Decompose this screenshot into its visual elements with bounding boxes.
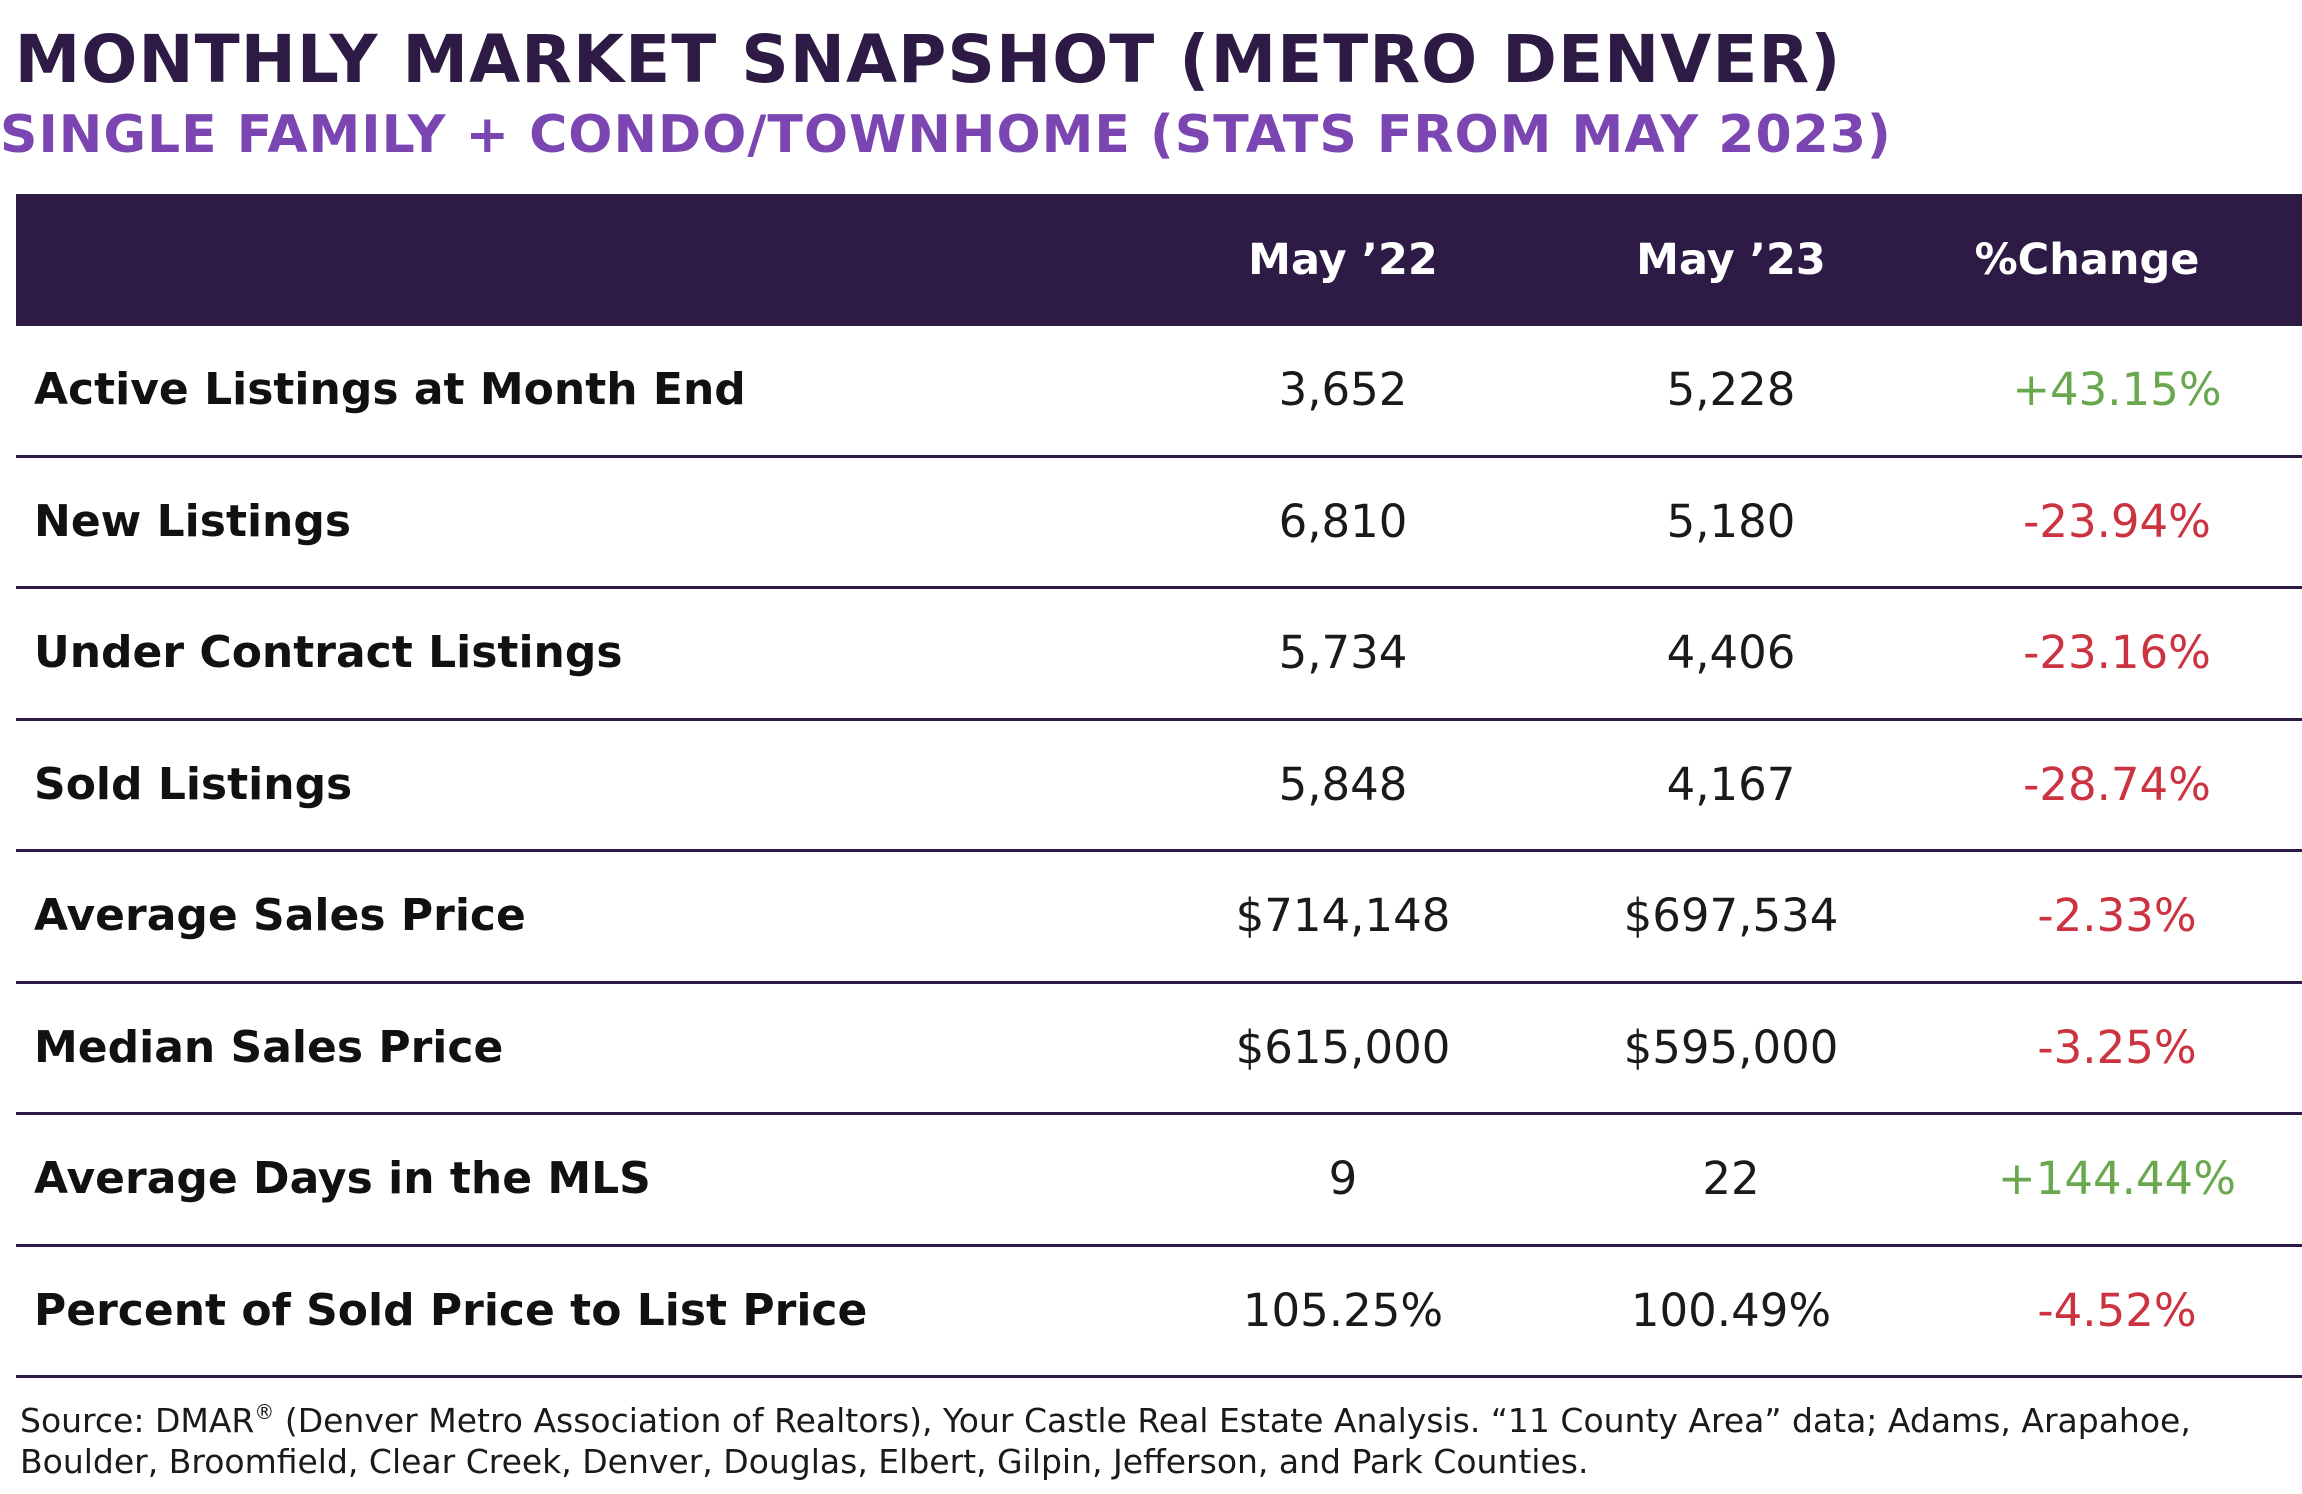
table-row: Under Contract Listings 5,734 4,406 -23.… — [16, 589, 2302, 721]
cell-change: +144.44% — [1998, 1152, 2236, 1205]
row-label: Median Sales Price — [34, 1021, 504, 1073]
cell-may22: $714,148 — [1235, 889, 1451, 942]
table-row: Average Sales Price $714,148 $697,534 -2… — [16, 852, 2302, 984]
table-row: Median Sales Price $615,000 $595,000 -3.… — [16, 984, 2302, 1115]
row-label: Sold Listings — [34, 758, 353, 810]
table-row: Average Days in the MLS 9 22 +144.44% — [16, 1115, 2302, 1247]
source-note: Source: DMAR® (Denver Metro Association … — [20, 1400, 2290, 1482]
row-label: Under Contract Listings — [34, 627, 623, 678]
table-row: Percent of Sold Price to List Price 105.… — [16, 1247, 2302, 1378]
table-row: New Listings 6,810 5,180 -23.94% — [16, 458, 2302, 589]
row-label: Average Sales Price — [34, 890, 526, 941]
page-subtitle: SINGLE FAMILY + CONDO/TOWNHOME (STATS FR… — [0, 105, 1892, 165]
row-label: Active Listings at Month End — [34, 364, 746, 415]
source-line1: (Denver Metro Association of Realtors), … — [274, 1401, 2191, 1440]
cell-change: -4.52% — [2037, 1283, 2197, 1337]
source-prefix: Source: DMAR — [20, 1401, 255, 1440]
cell-may23: $697,534 — [1623, 889, 1839, 942]
cell-may23: 5,228 — [1666, 363, 1796, 416]
cell-change: -3.25% — [2037, 1020, 2197, 1074]
cell-may22: 9 — [1328, 1152, 1358, 1205]
table-header: May ’22 May ’23 %Change — [16, 194, 2302, 326]
cell-may23: 5,180 — [1666, 494, 1796, 548]
cell-may22: 6,810 — [1278, 494, 1408, 548]
row-label: Average Days in the MLS — [34, 1153, 651, 1204]
header-change: %Change — [1974, 235, 2200, 285]
market-table: May ’22 May ’23 %Change Active Listings … — [16, 194, 2302, 1378]
cell-may22: 3,652 — [1278, 363, 1408, 416]
page-title: MONTHLY MARKET SNAPSHOT (METRO DENVER) — [14, 21, 1842, 98]
cell-may22: $615,000 — [1235, 1020, 1451, 1074]
cell-may23: 4,406 — [1666, 626, 1796, 679]
cell-change: +43.15% — [2012, 363, 2222, 416]
row-label: Percent of Sold Price to List Price — [34, 1284, 868, 1336]
source-line2: Boulder, Broomfield, Clear Creek, Denver… — [20, 1442, 1589, 1481]
cell-may22: 5,734 — [1278, 626, 1408, 679]
cell-may23: 22 — [1702, 1152, 1760, 1205]
cell-change: -2.33% — [2037, 889, 2197, 942]
cell-may22: 105.25% — [1242, 1283, 1444, 1337]
cell-may23: 4,167 — [1666, 757, 1796, 811]
cell-change: -28.74% — [2023, 757, 2211, 811]
cell-change: -23.16% — [2023, 626, 2211, 679]
header-may22: May ’22 — [1248, 235, 1438, 285]
row-label: New Listings — [34, 495, 352, 547]
cell-change: -23.94% — [2023, 494, 2211, 548]
table-row: Active Listings at Month End 3,652 5,228… — [16, 326, 2302, 458]
header-may23: May ’23 — [1636, 235, 1826, 285]
cell-may23: $595,000 — [1623, 1020, 1839, 1074]
table-row: Sold Listings 5,848 4,167 -28.74% — [16, 721, 2302, 852]
cell-may23: 100.49% — [1630, 1283, 1832, 1337]
registered-mark: ® — [254, 1400, 275, 1424]
cell-may22: 5,848 — [1278, 757, 1408, 811]
